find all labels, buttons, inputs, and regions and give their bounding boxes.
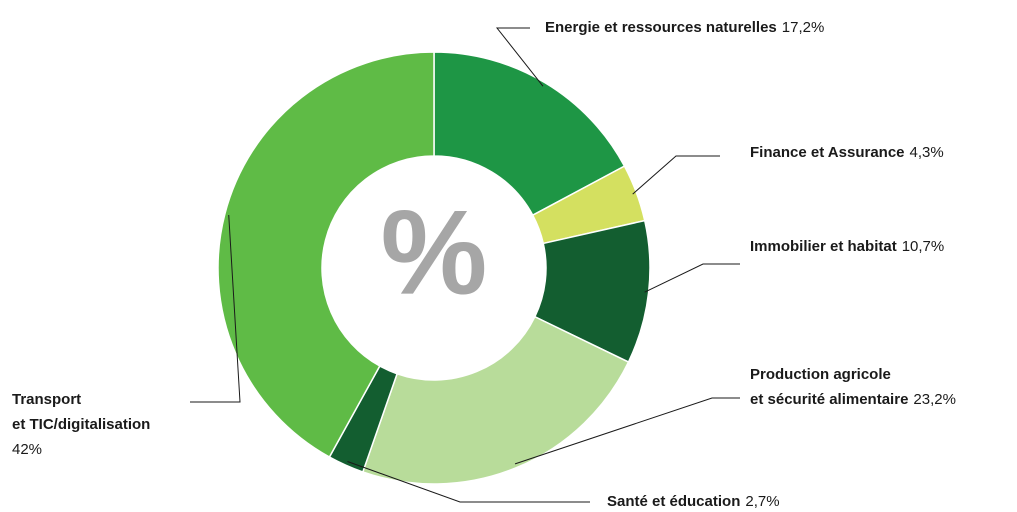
category-label: Finance et Assurance: [750, 144, 905, 161]
leader-line: [644, 263, 740, 293]
leader-line: [514, 397, 740, 465]
value-label: 2,7%: [745, 493, 779, 510]
donut-slice: [433, 51, 626, 217]
category-label: Immobilier et habitat: [750, 238, 897, 255]
category-label: Transport et TIC/digitalisation: [12, 391, 150, 433]
value-label: 4,3%: [910, 144, 944, 161]
leader-line: [190, 214, 241, 403]
leader-line: [347, 461, 590, 503]
leader-line: [632, 155, 720, 195]
category-label: Energie et ressources naturelles: [545, 19, 777, 36]
donut-slice: [361, 315, 630, 485]
category-label: Production agricole et sécurité alimentai…: [750, 366, 908, 408]
value-label: 17,2%: [782, 19, 825, 36]
donut-slice: [217, 51, 435, 459]
value-label: 10,7%: [902, 238, 945, 255]
center-label: %: [381, 186, 488, 320]
category-label: Santé et éducation: [607, 493, 740, 510]
value-label: 23,2%: [913, 391, 956, 408]
value-label: 42%: [12, 441, 42, 458]
leader-line: [495, 27, 544, 87]
